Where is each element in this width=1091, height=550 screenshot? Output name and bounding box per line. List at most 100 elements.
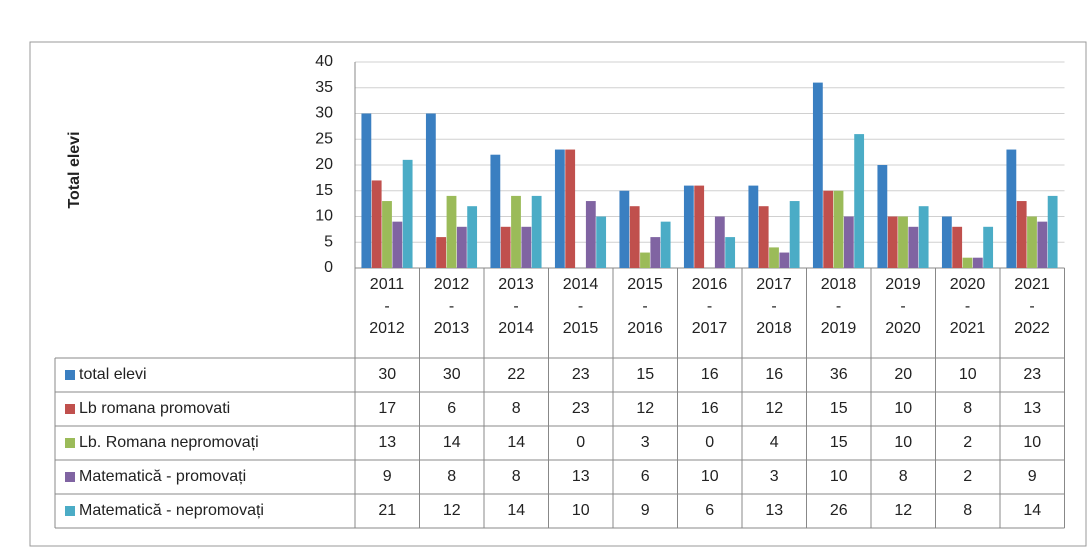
table-value: 8 xyxy=(512,468,521,485)
table-value: 30 xyxy=(443,366,461,383)
x-tick-label: 2019 - 2020 xyxy=(885,276,921,337)
bar xyxy=(371,180,382,268)
bar xyxy=(511,195,521,268)
table-value: 0 xyxy=(576,434,585,451)
bar xyxy=(887,216,898,268)
bar xyxy=(972,257,983,268)
table-value: 16 xyxy=(701,366,719,383)
table-value: 22 xyxy=(507,366,525,383)
legend-swatch xyxy=(65,438,75,448)
table-value: 8 xyxy=(963,502,972,519)
bar xyxy=(694,185,705,268)
bar xyxy=(521,226,532,268)
table-value: 13 xyxy=(765,502,783,519)
chart-frame xyxy=(29,41,1087,547)
bar xyxy=(983,226,994,268)
table-value: 15 xyxy=(830,434,848,451)
bar xyxy=(1006,149,1017,268)
table-value: 16 xyxy=(765,366,783,383)
x-tick-label: 2015 - 2016 xyxy=(627,276,663,337)
legend-label: Lb. Romana nepromovați xyxy=(79,434,259,451)
y-tick-label: 5 xyxy=(324,233,333,250)
table-value: 26 xyxy=(830,502,848,519)
bar xyxy=(758,206,769,268)
table-value: 10 xyxy=(572,502,590,519)
legend-swatch xyxy=(65,506,75,516)
table-value: 23 xyxy=(572,400,590,417)
bar xyxy=(1016,201,1027,268)
bar xyxy=(640,252,650,268)
y-tick-label: 40 xyxy=(315,53,333,70)
legend-label: Matematică - nepromovați xyxy=(79,502,264,519)
table-value: 12 xyxy=(894,502,912,519)
table-value: 36 xyxy=(830,366,848,383)
table-value: 3 xyxy=(641,434,650,451)
bar xyxy=(629,206,640,268)
bar xyxy=(952,226,963,268)
table-value: 12 xyxy=(765,400,783,417)
bar xyxy=(898,216,908,268)
table-value: 3 xyxy=(770,468,779,485)
bar xyxy=(941,216,952,268)
bar xyxy=(425,113,436,268)
x-tick-label: 2011 - 2012 xyxy=(369,276,405,337)
table-value: 13 xyxy=(1023,400,1041,417)
y-tick-label: 30 xyxy=(315,105,333,122)
table-value: 10 xyxy=(894,434,912,451)
bar xyxy=(596,216,607,268)
bar xyxy=(1037,221,1048,268)
table-value: 10 xyxy=(701,468,719,485)
x-tick-label: 2013 - 2014 xyxy=(498,276,534,337)
bar xyxy=(833,190,844,268)
table-value: 8 xyxy=(899,468,908,485)
legend-label: Lb romana promovati xyxy=(79,400,230,417)
bar xyxy=(619,190,630,268)
table-value: 23 xyxy=(572,366,590,383)
legend-label: Matematică - promovați xyxy=(79,468,246,485)
bar xyxy=(812,82,823,268)
bar xyxy=(402,159,413,268)
bar xyxy=(456,226,467,268)
table-value: 13 xyxy=(378,434,396,451)
table-value: 8 xyxy=(512,400,521,417)
bar xyxy=(789,201,800,268)
bar xyxy=(854,134,865,268)
table-value: 12 xyxy=(443,502,461,519)
legend-swatch xyxy=(65,404,75,414)
bar xyxy=(490,154,501,268)
table-value: 20 xyxy=(894,366,912,383)
table-value: 0 xyxy=(705,434,714,451)
table-value: 9 xyxy=(383,468,392,485)
table-value: 10 xyxy=(830,468,848,485)
table-value: 14 xyxy=(507,502,525,519)
bar xyxy=(500,226,511,268)
bar xyxy=(962,257,973,268)
bar xyxy=(1027,216,1037,268)
y-tick-label: 10 xyxy=(315,208,333,225)
bar xyxy=(392,221,403,268)
x-tick-label: 2018 - 2019 xyxy=(820,276,857,337)
x-tick-label: 2017 - 2018 xyxy=(756,276,792,337)
table-value: 9 xyxy=(1028,468,1037,485)
table-value: 6 xyxy=(447,400,456,417)
bar xyxy=(683,185,694,268)
bar xyxy=(918,206,929,268)
table-value: 12 xyxy=(636,400,654,417)
bar xyxy=(650,237,661,268)
table-value: 23 xyxy=(1023,366,1041,383)
bar xyxy=(714,216,725,268)
y-tick-label: 15 xyxy=(315,182,333,199)
bar xyxy=(467,206,478,268)
x-tick-label: 2016 - 2017 xyxy=(691,276,728,337)
bar xyxy=(843,216,854,268)
bar xyxy=(554,149,565,268)
bar xyxy=(779,252,790,268)
table-value: 8 xyxy=(447,468,456,485)
bar xyxy=(565,149,576,268)
table-value: 30 xyxy=(378,366,396,383)
bar xyxy=(446,195,457,268)
table-value: 14 xyxy=(507,434,525,451)
bar xyxy=(660,221,671,268)
table-value: 2 xyxy=(963,468,972,485)
bar xyxy=(769,247,779,268)
